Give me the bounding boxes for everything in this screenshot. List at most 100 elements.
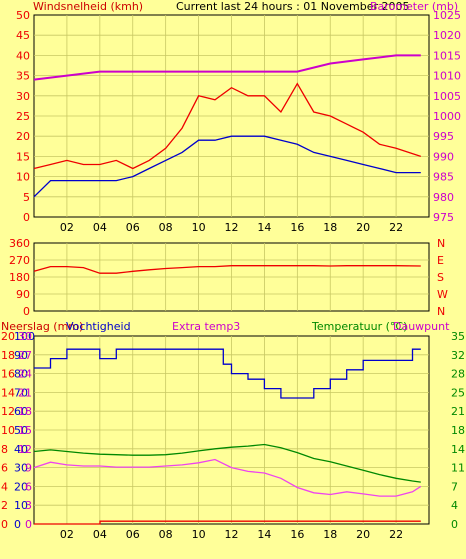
extra-tick-label: 9 — [25, 462, 32, 475]
x-tick-label: 16 — [290, 528, 304, 541]
vocht-tick-label: 30 — [14, 462, 28, 475]
vocht-tick-label: 50 — [14, 424, 28, 437]
barometer-axis-label: Barometer (mb) — [370, 0, 458, 13]
vocht-tick-label: 10 — [14, 499, 28, 512]
direction-tick-label: 0 — [23, 305, 30, 318]
temp-tick-label: 25 — [451, 386, 465, 399]
vocht-tick-label: 100 — [14, 330, 35, 343]
compass-label: S — [437, 271, 444, 284]
neerslag-tick-label: 20 — [1, 330, 15, 343]
x-tick-label: 18 — [323, 221, 337, 234]
extra-temp-label: Extra temp3 — [172, 320, 240, 333]
x-tick-label: 02 — [60, 528, 74, 541]
temp-tick-label: 0 — [451, 518, 458, 531]
direction-tick-label: 270 — [9, 254, 30, 267]
vochtigheid-label: Vochtigheid — [66, 320, 131, 333]
dauwpunt-label: Dauwpunt — [393, 320, 450, 333]
extra-tick-label: 12 — [18, 443, 32, 456]
barometer-line — [33, 54, 421, 81]
extra-tick-label: 18 — [18, 405, 32, 418]
vocht-tick-label: 70 — [14, 386, 28, 399]
x-tick-label: 04 — [93, 221, 107, 234]
temp-tick-label: 4 — [451, 499, 458, 512]
x-tick-label: 10 — [192, 221, 206, 234]
x-tick-label: 22 — [389, 528, 403, 541]
temperatuur-label: Temperatuur (°C) — [311, 320, 407, 333]
temp-tick-label: 35 — [451, 330, 465, 343]
wind-direction-line — [33, 265, 421, 274]
chart-title: Current last 24 hours : 01 November 2005 — [176, 0, 409, 13]
temperature-line — [33, 443, 421, 483]
vocht-tick-label: 80 — [14, 368, 28, 381]
extra-tick-label: 0 — [25, 518, 32, 531]
wind-tick-label: 10 — [16, 171, 30, 184]
vocht-tick-label: 90 — [14, 349, 28, 362]
x-tick-label: 06 — [126, 528, 140, 541]
neerslag-tick-label: 18 — [1, 349, 15, 362]
x-tick-label: 06 — [126, 221, 140, 234]
x-tick-label: 20 — [356, 221, 370, 234]
barometer-tick-label: 990 — [433, 150, 454, 163]
wind-tick-label: 30 — [16, 90, 30, 103]
wind-direction-chart: 0 N 90 W 180 S 270 E 360 N — [9, 238, 448, 318]
compass-label: N — [437, 238, 445, 250]
wind-axis-label: Windsnelheid (kmh) — [33, 0, 143, 13]
barometer-tick-label: 1020 — [433, 29, 461, 42]
vocht-tick-label: 20 — [14, 480, 28, 493]
wind-tick-label: 40 — [16, 49, 30, 62]
neerslag-tick-label: 12 — [1, 405, 15, 418]
x-tick-label: 18 — [323, 528, 337, 541]
neerslag-tick-label: 4 — [1, 480, 8, 493]
temp-tick-label: 18 — [451, 424, 465, 437]
wind-tick-label: 25 — [16, 110, 30, 123]
extra-tick-label: 27 — [18, 349, 32, 362]
x-tick-label: 12 — [225, 221, 239, 234]
neerslag-tick-label: 0 — [1, 518, 8, 531]
wind-tick-label: 15 — [16, 150, 30, 163]
x-tick-label: 20 — [356, 528, 370, 541]
x-tick-label: 04 — [93, 528, 107, 541]
neerslag-tick-label: 14 — [1, 386, 15, 399]
x-tick-label: 14 — [257, 221, 271, 234]
neerslag-tick-label: 2 — [1, 499, 8, 512]
extra-tick-label: 21 — [18, 386, 32, 399]
x-tick-label: 08 — [159, 528, 173, 541]
compass-label: E — [437, 254, 444, 267]
humidity-line — [34, 348, 421, 399]
barometer-tick-label: 1025 — [433, 9, 461, 22]
barometer-tick-label: 980 — [433, 191, 454, 204]
wind-tick-label: 5 — [23, 191, 30, 204]
x-tick-label: 22 — [389, 221, 403, 234]
temp-tick-label: 14 — [451, 443, 465, 456]
wind-tick-label: 0 — [23, 211, 30, 224]
vocht-tick-label: 60 — [14, 405, 28, 418]
barometer-tick-label: 1010 — [433, 70, 461, 83]
temp-tick-label: 21 — [451, 405, 465, 418]
neerslag-tick-label: 8 — [1, 443, 8, 456]
temperature-humidity-chart: Neerslag (mm) Vochtigheid Extra temp3 Te… — [1, 320, 465, 541]
barometer-tick-label: 985 — [433, 171, 454, 184]
barometer-tick-label: 1000 — [433, 110, 461, 123]
wind-tick-label: 45 — [16, 29, 30, 42]
extra-tick-label: 30 — [18, 330, 32, 343]
wind-tick-label: 50 — [16, 9, 30, 22]
rainfall-line — [34, 520, 421, 525]
x-tick-label: 16 — [290, 221, 304, 234]
extra-tick-label: 6 — [25, 480, 32, 493]
wind-tick-label: 35 — [16, 70, 30, 83]
direction-tick-label: 90 — [16, 288, 30, 301]
x-tick-label: 12 — [225, 528, 239, 541]
wind-tick-label: 20 — [16, 130, 30, 143]
direction-tick-label: 180 — [9, 271, 30, 284]
dewpoint-line — [33, 458, 422, 497]
compass-label: W — [437, 288, 448, 301]
wind-speed-line — [33, 135, 421, 198]
x-tick-label: 10 — [192, 528, 206, 541]
temp-tick-label: 28 — [451, 368, 465, 381]
wind-barometer-chart: Windsnelheid (kmh) Current last 24 hours… — [16, 0, 461, 234]
compass-label: N — [437, 305, 445, 318]
extra-tick-label: 3 — [25, 499, 32, 512]
barometer-tick-label: 975 — [433, 211, 454, 224]
temp-tick-label: 7 — [451, 480, 458, 493]
